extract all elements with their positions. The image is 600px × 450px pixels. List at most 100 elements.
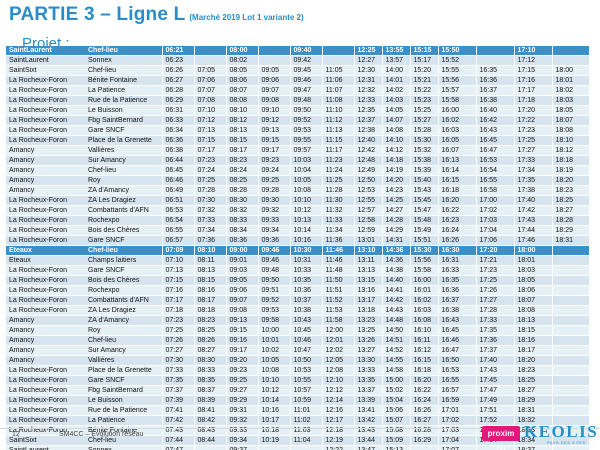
time-cell: 12:40 [353,135,382,146]
time-cell: 13:33 [353,365,382,376]
time-cell: 14:48 [381,315,410,326]
time-cell: 07:30 [193,195,226,206]
time-cell: 06:38 [161,145,194,156]
table-row: La Rocheux-Foron Fbg SaintBernard 06:33 07:… [6,115,589,126]
time-cell: 16:24 [437,225,476,236]
time-cell: 14:40 [381,275,410,286]
time-cell: 09:46 [257,255,290,266]
time-cell: 14:19 [381,165,410,176]
time-cell: 15:06 [381,405,410,416]
time-cell: 18:29 [513,395,552,406]
time-cell: 15:27 [409,115,438,126]
time-cell: 07:08 [193,95,226,106]
commune-cell: La Rocheux-Foron [6,215,85,226]
time-cell: 18:15 [513,325,552,336]
time-cell: 10:10 [257,375,290,386]
time-cell [257,55,290,66]
time-cell: 08:33 [193,365,226,376]
stop-cell: Chef-lieu [85,246,162,256]
time-cell: 09:20 [225,355,258,366]
time-cell: 18:10 [551,135,589,146]
time-cell: 09:46 [289,75,322,86]
time-cell: 14:31 [381,235,410,246]
time-cell: 13:55 [381,46,410,56]
time-cell: 16:12 [409,345,438,356]
time-cell: 14:23 [381,185,410,196]
time-cell: 07:24 [193,165,226,176]
time-cell: 12:27 [353,55,382,66]
time-cell: 14:38 [381,265,410,276]
time-cell: 12:00 [321,325,354,336]
time-cell: 07:06 [193,75,226,86]
page-number: 12 [12,431,20,438]
time-cell: 10:38 [289,305,322,316]
stop-cell: Bois des Chères [85,225,162,236]
time-cell: 18:16 [513,335,552,346]
time-cell: 09:40 [289,46,322,56]
time-cell [551,265,589,276]
time-cell: 13:18 [353,305,382,316]
time-cell [551,325,589,336]
time-cell: 09:42 [289,55,322,66]
table-row: La Rocheux-Foron Gare SNCF 07:13 08:13 09:03… [6,265,589,276]
table-row: Amancy ZA d'Amancy 07:23 08:23 09:13 09:58 10:… [6,315,589,326]
time-cell: 16:28 [409,425,438,436]
time-cell: 13:17 [353,295,382,306]
time-cell: 10:14 [289,225,322,236]
time-cell: 17:33 [475,315,514,326]
time-cell: 16:24 [409,395,438,406]
time-cell: 16:15 [437,175,476,186]
time-cell: 13:15 [353,275,382,286]
time-cell: 11:30 [321,195,354,206]
time-cell: 14:43 [381,305,410,316]
time-cell: 06:54 [161,215,194,226]
time-cell: 09:03 [225,265,258,276]
time-cell: 07:10 [161,255,194,266]
time-cell: 08:33 [225,215,258,226]
stop-cell: Fbg SaintBernard [85,115,162,126]
time-cell: 16:40 [475,105,514,116]
time-cell: 09:45 [289,65,322,76]
time-cell: 16:20 [437,195,476,206]
time-cell [321,55,354,66]
title-main: PARTIE 3 – Ligne L [9,4,186,25]
time-cell: 17:46 [513,235,552,246]
time-cell: 09:55 [289,135,322,146]
time-cell: 07:34 [193,225,226,236]
time-cell: 16:38 [437,305,476,316]
time-cell: 18:32 [513,415,552,426]
time-cell: 07:32 [193,205,226,216]
timetable-return: Eteaux Chef-lieu 07:09 08:10 09:00 09:46 10:30… [6,246,589,450]
commune-cell: La Rocheux-Foron [6,205,85,216]
stop-cell: ZA d'Amancy [85,315,162,326]
time-cell: 12:49 [353,165,382,176]
stop-cell: Sur Amancy [85,155,162,166]
time-cell: 09:27 [225,385,258,396]
time-cell: 15:17 [409,55,438,66]
time-cell: 10:08 [289,185,322,196]
stop-cell: Gare SNCF [85,265,162,276]
time-cell: 16:35 [475,65,514,76]
time-cell: 09:50 [289,105,322,116]
time-cell: 18:01 [513,255,552,266]
time-cell: 11:52 [321,295,354,306]
time-cell: 15:57 [437,85,476,96]
time-cell: 07:30 [161,355,194,366]
table-row: Amancy Chef-lieu 07:26 08:26 09:16 10:01 10:46… [6,335,589,346]
time-cell: 13:43 [353,425,382,436]
table-row: La Rocheux-Foron Rue de la Patience 07:41 0… [6,405,589,416]
time-cell: 16:03 [437,125,476,136]
time-cell: 10:12 [289,205,322,216]
time-cell: 09:13 [225,315,258,326]
time-cell: 14:02 [381,85,410,96]
time-cell: 16:47 [437,345,476,356]
time-cell: 10:43 [289,315,322,326]
time-cell [551,285,589,296]
time-cell: 10:13 [289,215,322,226]
time-cell: 07:25 [193,175,226,186]
time-cell: 11:36 [321,235,354,246]
time-cell: 11:34 [321,225,354,236]
time-cell: 18:03 [551,95,589,106]
table-row: SaintLaurent Sonnex 06:23 08:02 09:42 12:27 13… [6,55,589,66]
time-cell: 17:47 [475,385,514,396]
